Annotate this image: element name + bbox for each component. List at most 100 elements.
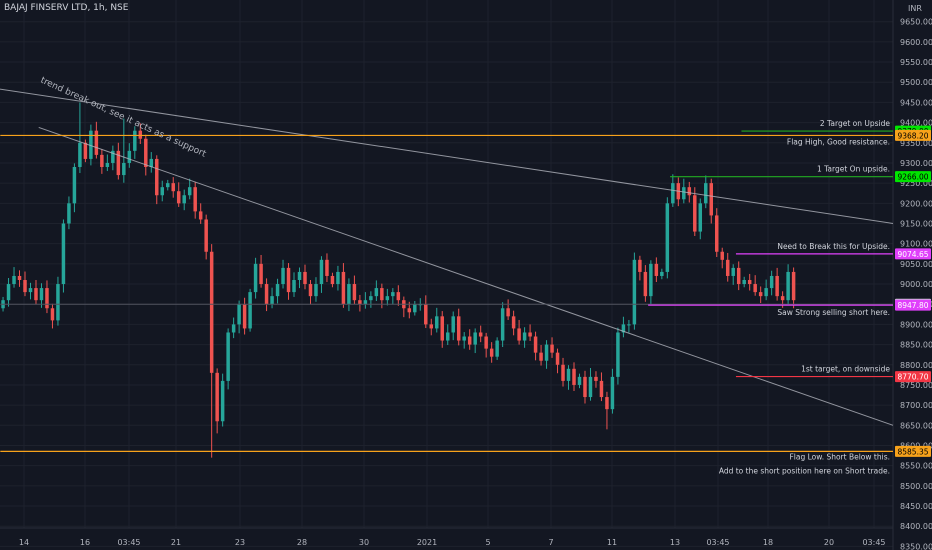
candle-up — [56, 284, 60, 321]
candle-down — [198, 211, 203, 220]
candle-up — [445, 332, 450, 341]
candle-down — [138, 130, 143, 139]
candle-down — [533, 336, 538, 353]
trendline — [0, 88, 894, 224]
y-tick-label: 9400.00 — [900, 119, 932, 128]
candle-up — [105, 162, 110, 167]
y-tick-label: 9300.00 — [900, 159, 932, 168]
candle-down — [478, 332, 483, 337]
candle-down — [264, 284, 269, 305]
candle-up — [413, 304, 417, 313]
y-tick-label: 8850.00 — [900, 341, 932, 350]
candle-up — [61, 223, 66, 285]
price-tag-label: 9074.65 — [897, 250, 928, 259]
price-tag — [895, 445, 931, 457]
y-tick-label: 9600.00 — [900, 38, 932, 47]
candle-up — [786, 271, 790, 301]
candle-up — [544, 344, 549, 361]
x-tick-label: 2021 — [417, 538, 437, 547]
x-tick-label: 23 — [235, 538, 245, 547]
candle-up — [764, 288, 768, 297]
x-tick-label: 03:45 — [117, 538, 140, 547]
candle-down — [204, 219, 208, 252]
candle-up — [297, 271, 302, 281]
candle-up — [182, 195, 186, 204]
y-tick-label: 9200.00 — [900, 199, 932, 208]
y-tick-label: 8450.00 — [900, 502, 932, 511]
candle-up — [577, 376, 582, 385]
candle-up — [253, 263, 258, 293]
candle-up — [374, 288, 379, 297]
candle-down — [83, 142, 88, 159]
candle-down — [308, 284, 313, 297]
candle-down — [572, 368, 576, 385]
candle-up — [671, 183, 675, 204]
candle-up — [127, 150, 132, 163]
y-tick-label: 8400.00 — [900, 522, 932, 531]
price-tag-label: 8770.70 — [897, 373, 928, 382]
candle-down — [654, 263, 659, 276]
candle-up — [698, 203, 703, 232]
candle-down — [758, 292, 763, 297]
candle-up — [660, 271, 664, 276]
y-tick-label: 9350.00 — [900, 139, 932, 148]
candle-up — [160, 187, 164, 196]
price-tag — [895, 129, 931, 141]
candle-down — [325, 259, 329, 276]
candle-down — [506, 308, 510, 317]
candle-up — [166, 183, 170, 188]
candle-down — [34, 288, 38, 301]
candle-down — [693, 195, 697, 232]
candle-down — [352, 284, 357, 301]
candle-up — [111, 150, 115, 163]
candle-down — [23, 280, 27, 293]
x-tick-label: 20 — [824, 538, 834, 547]
candle-down — [100, 154, 104, 167]
candle-down — [528, 332, 532, 337]
y-tick-label: 8750.00 — [900, 381, 932, 390]
candle-up — [319, 259, 324, 285]
candle-up — [78, 142, 82, 167]
candle-up — [67, 203, 71, 224]
candle-up — [336, 271, 340, 285]
candle-down — [747, 280, 752, 285]
candle-down — [467, 336, 472, 345]
x-tick-label: 5 — [485, 538, 490, 547]
candle-up — [616, 332, 620, 377]
candle-up — [566, 368, 571, 381]
candle-down — [424, 304, 428, 325]
price-tag — [895, 299, 931, 311]
candle-up — [610, 376, 615, 410]
candle-down — [155, 158, 159, 196]
candle-up — [462, 336, 466, 341]
candle-up — [122, 162, 126, 176]
candle-up — [39, 288, 44, 301]
candle-up — [522, 332, 527, 341]
candle-up — [72, 166, 77, 204]
y-tick-label: 9150.00 — [900, 220, 932, 229]
candle-down — [171, 183, 175, 192]
candle-up — [742, 280, 746, 285]
y-tick-label: 9100.00 — [900, 240, 932, 249]
x-tick-label: 7 — [548, 538, 553, 547]
candle-down — [555, 352, 560, 365]
candle-down — [605, 397, 609, 410]
trendline — [38, 126, 894, 426]
y-tick-label: 8500.00 — [900, 482, 932, 491]
candle-up — [248, 292, 252, 329]
y-tick-label: 9500.00 — [900, 78, 932, 87]
y-tick-label: 9050.00 — [900, 260, 932, 269]
candle-down — [144, 138, 148, 167]
candle-up — [237, 304, 241, 325]
candle-down — [396, 292, 401, 301]
candle-down — [429, 324, 434, 329]
level-note: 1 Target On upside. — [817, 165, 890, 174]
candle-up — [588, 376, 593, 398]
candle-down — [594, 376, 598, 381]
candle-up — [500, 308, 505, 341]
candle-up — [292, 280, 296, 293]
candle-down — [456, 316, 461, 341]
candle-down — [358, 300, 362, 305]
candle-up — [621, 324, 626, 333]
